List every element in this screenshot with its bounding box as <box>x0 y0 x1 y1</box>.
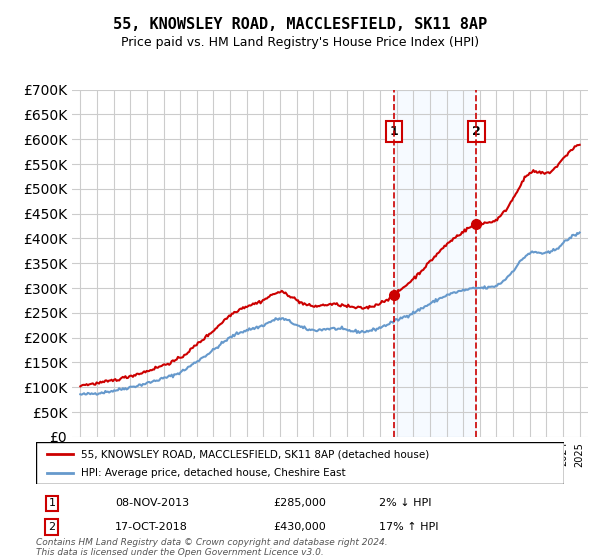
Text: 2: 2 <box>472 125 481 138</box>
Text: 1: 1 <box>49 498 55 508</box>
Text: 1: 1 <box>390 125 398 138</box>
FancyBboxPatch shape <box>36 442 564 484</box>
Text: 55, KNOWSLEY ROAD, MACCLESFIELD, SK11 8AP: 55, KNOWSLEY ROAD, MACCLESFIELD, SK11 8A… <box>113 17 487 32</box>
Bar <box>394 90 476 437</box>
Text: 08-NOV-2013: 08-NOV-2013 <box>115 498 190 508</box>
Text: 17-OCT-2018: 17-OCT-2018 <box>115 522 188 532</box>
Text: £285,000: £285,000 <box>274 498 326 508</box>
Text: 17% ↑ HPI: 17% ↑ HPI <box>379 522 439 532</box>
Text: 2: 2 <box>48 522 55 532</box>
Text: Price paid vs. HM Land Registry's House Price Index (HPI): Price paid vs. HM Land Registry's House … <box>121 36 479 49</box>
Text: 55, KNOWSLEY ROAD, MACCLESFIELD, SK11 8AP (detached house): 55, KNOWSLEY ROAD, MACCLESFIELD, SK11 8A… <box>81 449 429 459</box>
Text: £430,000: £430,000 <box>274 522 326 532</box>
Text: Contains HM Land Registry data © Crown copyright and database right 2024.
This d: Contains HM Land Registry data © Crown c… <box>36 538 388 557</box>
Text: HPI: Average price, detached house, Cheshire East: HPI: Average price, detached house, Ches… <box>81 468 346 478</box>
Text: 2% ↓ HPI: 2% ↓ HPI <box>379 498 432 508</box>
